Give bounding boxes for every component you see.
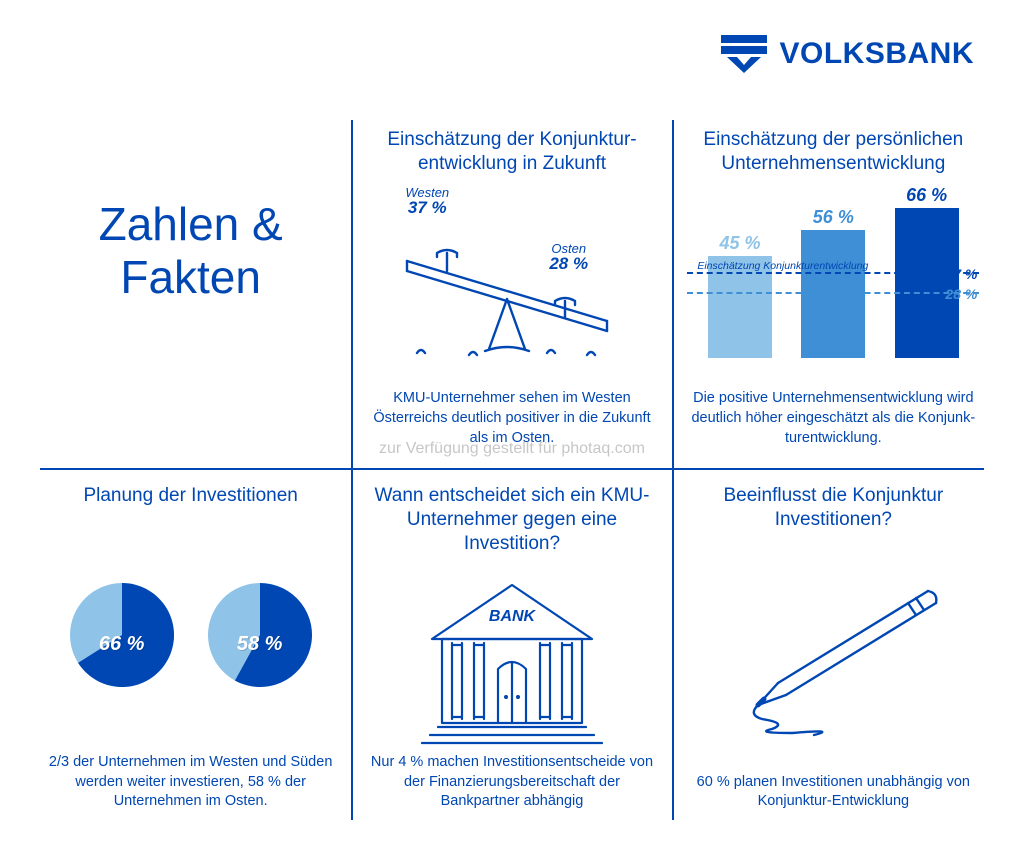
brand-logo: VOLKSBANK <box>721 35 974 73</box>
bar-osten: 56 % Osten <box>801 207 865 358</box>
pies-title: Planung der Investitionen <box>83 484 297 508</box>
bank-caption: Nur 4 % machen Investitions­ent­scheide … <box>367 753 657 812</box>
bar-süden: 45 % Süden <box>708 233 772 359</box>
seesaw-caption: KMU-Unternehmer sehen im Westen Österrei… <box>367 389 657 448</box>
ref-line-label: 28 % <box>945 286 977 302</box>
seesaw-title: Einschätzung der Konjunktur- entwicklung… <box>387 128 636 176</box>
pie-0: 66 % <box>67 580 177 690</box>
bank-sketch: BANK <box>402 563 622 753</box>
seesaw-sketch <box>377 201 647 371</box>
main-title: Zahlen & Fakten <box>44 198 337 304</box>
bar-value: 45 % <box>719 233 760 254</box>
infographic-grid: Zahlen & Fakten Einschätzung der Konjunk… <box>30 110 994 830</box>
bars-title: Einschätzung der persönlichen Unternehme… <box>687 128 980 176</box>
bar-category: Westen <box>903 336 950 352</box>
bar-value: 56 % <box>813 207 854 228</box>
pencil-title: Beeinflusst die Konjunktur Investitionen… <box>687 484 980 532</box>
seesaw-east-label: Osten <box>549 242 588 256</box>
bank-title: Wann entscheidet sich ein KMU-Unternehme… <box>365 484 658 555</box>
seesaw-west-label: Westen <box>405 186 449 200</box>
pie-charts: 66 % 58 % <box>67 580 315 690</box>
bar-category: Süden <box>720 336 760 352</box>
cell-pies: Planung der Investitionen 66 % 58 % 2/3 d… <box>30 466 351 830</box>
cell-pencil: Beeinflusst die Konjunktur Investitionen… <box>673 466 994 830</box>
pencil-sketch <box>718 571 948 741</box>
pencil-caption: 60 % planen Investitionen unab­hängig vo… <box>688 773 978 812</box>
pie-label: 58 % <box>237 633 283 656</box>
brand-name: VOLKSBANK <box>779 37 974 71</box>
cell-seesaw: Einschätzung der Konjunktur- entwicklung… <box>351 110 672 466</box>
volksbank-v-icon <box>721 35 767 73</box>
ref-line-37 <box>687 272 979 274</box>
seesaw-west-value: 37 % <box>405 199 449 217</box>
bank-building-label: BANK <box>489 608 537 625</box>
bar-category: Osten <box>815 336 852 352</box>
bars-caption: Die positive Unternehmensentwicklung wir… <box>688 389 978 448</box>
pie-label: 66 % <box>99 633 145 656</box>
ref-line-28 <box>687 292 979 294</box>
pie-1: 58 % <box>205 580 315 690</box>
cell-title: Zahlen & Fakten <box>30 110 351 466</box>
seesaw-east-value: 28 % <box>549 255 588 273</box>
bar-chart: 45 %Süden56 %Osten66 %Westen 37 %28 %Ein… <box>693 186 973 386</box>
pies-caption: 2/3 der Unternehmen im Westen und Süden … <box>46 753 336 812</box>
cell-bank: Wann entscheidet sich ein KMU-Unternehme… <box>351 466 672 830</box>
cell-bars: Einschätzung der persönlichen Unternehme… <box>673 110 994 466</box>
ref-line-label: 37 % <box>945 266 977 282</box>
bar-value: 66 % <box>906 185 947 206</box>
ref-line-text: Einschätzung Konjunkturentwicklung <box>697 260 868 272</box>
